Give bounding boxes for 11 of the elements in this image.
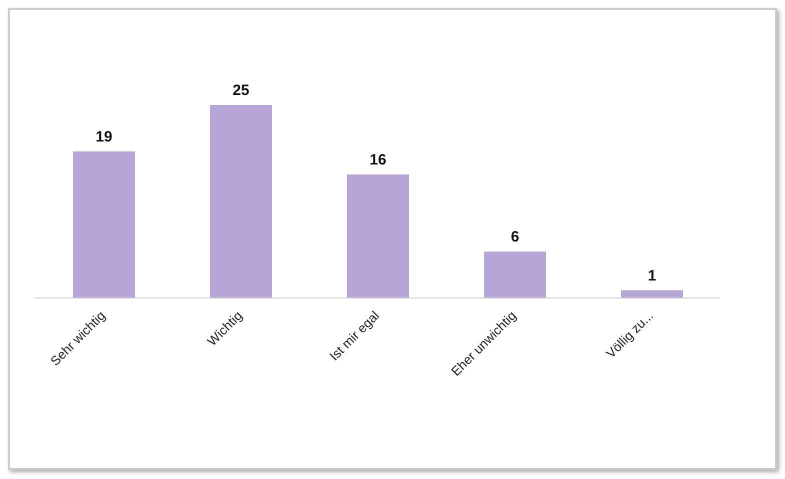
- data-label: 25: [232, 82, 250, 99]
- bar: [73, 151, 135, 298]
- bar: [621, 290, 683, 298]
- data-label: 16: [370, 151, 386, 168]
- bar: [347, 174, 409, 298]
- data-label: 1: [648, 267, 656, 284]
- data-label: 6: [510, 228, 520, 246]
- bar: [484, 252, 546, 298]
- bar: [210, 105, 272, 298]
- x-tick-label: Ist mir egal: [326, 308, 382, 364]
- data-label: 19: [96, 128, 112, 146]
